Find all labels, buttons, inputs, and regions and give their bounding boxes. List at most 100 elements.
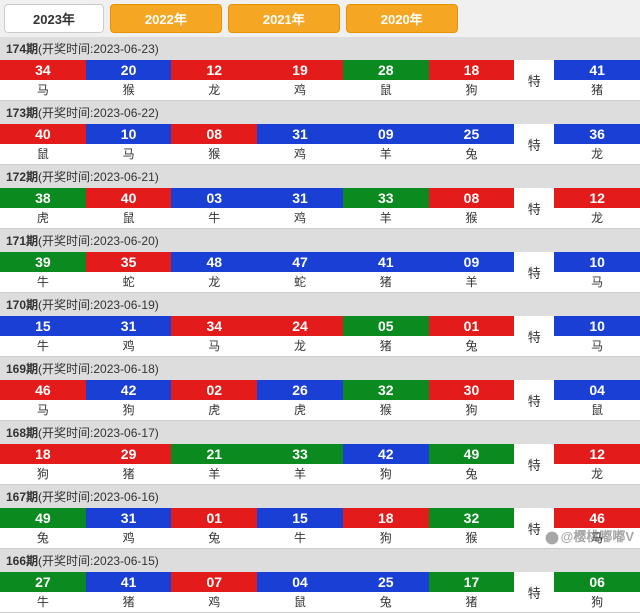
ball-number: 18 — [0, 444, 86, 464]
year-tab-2023年[interactable]: 2023年 — [4, 4, 104, 33]
ball-number: 31 — [86, 316, 172, 336]
special-ball-number: 04 — [554, 380, 640, 400]
ball-number: 07 — [171, 572, 257, 592]
ball-cell: 39牛 — [0, 252, 86, 292]
ball-number: 12 — [171, 60, 257, 80]
special-ball-cell: 46马 — [554, 508, 640, 548]
ball-number: 49 — [429, 444, 515, 464]
year-tab-2020年[interactable]: 2020年 — [346, 4, 458, 33]
ball-cell: 31鸡 — [257, 124, 343, 164]
ball-zodiac: 鼠 — [343, 80, 429, 100]
ball-zodiac: 龙 — [257, 336, 343, 356]
ball-zodiac: 龙 — [171, 80, 257, 100]
issue-number: 167期 — [6, 490, 38, 504]
ball-number: 24 — [257, 316, 343, 336]
ball-number: 28 — [343, 60, 429, 80]
balls-row: 40鼠10马08猴31鸡09羊25兔特36龙 — [0, 124, 640, 164]
ball-zodiac: 牛 — [171, 208, 257, 228]
ball-number: 47 — [257, 252, 343, 272]
draw-date: (开奖时间:2023-06-21) — [38, 170, 159, 184]
ball-zodiac: 猴 — [86, 80, 172, 100]
ball-number: 46 — [0, 380, 86, 400]
ball-cell: 40鼠 — [86, 188, 172, 228]
ball-zodiac: 牛 — [0, 272, 86, 292]
special-ball-number: 41 — [554, 60, 640, 80]
ball-number: 32 — [343, 380, 429, 400]
ball-zodiac: 鼠 — [257, 592, 343, 612]
ball-cell: 15牛 — [0, 316, 86, 356]
te-label: 特 — [514, 124, 554, 164]
ball-number: 31 — [257, 124, 343, 144]
ball-zodiac: 鸡 — [257, 144, 343, 164]
ball-zodiac: 鸡 — [86, 528, 172, 548]
period-row: 173期(开奖时间:2023-06-22)40鼠10马08猴31鸡09羊25兔特… — [0, 101, 640, 165]
ball-number: 26 — [257, 380, 343, 400]
period-row: 168期(开奖时间:2023-06-17)18狗29猪21羊33羊42狗49兔特… — [0, 421, 640, 485]
ball-number: 18 — [429, 60, 515, 80]
ball-cell: 41猪 — [86, 572, 172, 612]
year-tab-2021年[interactable]: 2021年 — [228, 4, 340, 33]
ball-zodiac: 猴 — [429, 528, 515, 548]
ball-cell: 26虎 — [257, 380, 343, 420]
ball-zodiac: 马 — [171, 336, 257, 356]
special-ball-number: 12 — [554, 444, 640, 464]
ball-cell: 31鸡 — [257, 188, 343, 228]
balls-row: 34马20猴12龙19鸡28鼠18狗特41猪 — [0, 60, 640, 100]
special-ball-number: 46 — [554, 508, 640, 528]
ball-zodiac: 狗 — [343, 528, 429, 548]
ball-cell: 27牛 — [0, 572, 86, 612]
period-row: 172期(开奖时间:2023-06-21)38虎40鼠03牛31鸡33羊08猴特… — [0, 165, 640, 229]
balls-row: 46马42狗02虎26虎32猴30狗特04鼠 — [0, 380, 640, 420]
ball-number: 42 — [86, 380, 172, 400]
ball-number: 10 — [86, 124, 172, 144]
ball-zodiac: 鼠 — [0, 144, 86, 164]
draw-date: (开奖时间:2023-06-22) — [38, 106, 159, 120]
ball-cell: 25兔 — [429, 124, 515, 164]
special-ball-zodiac: 龙 — [554, 144, 640, 164]
draw-date: (开奖时间:2023-06-19) — [38, 298, 159, 312]
ball-cell: 07鸡 — [171, 572, 257, 612]
ball-zodiac: 狗 — [0, 464, 86, 484]
ball-zodiac: 羊 — [257, 464, 343, 484]
ball-cell: 42狗 — [343, 444, 429, 484]
ball-zodiac: 鸡 — [171, 592, 257, 612]
te-label: 特 — [514, 444, 554, 484]
balls-row: 15牛31鸡34马24龙05猪01兔特10马 — [0, 316, 640, 356]
ball-number: 38 — [0, 188, 86, 208]
ball-number: 33 — [257, 444, 343, 464]
ball-number: 48 — [171, 252, 257, 272]
ball-number: 34 — [171, 316, 257, 336]
ball-cell: 49兔 — [0, 508, 86, 548]
ball-zodiac: 兔 — [343, 592, 429, 612]
period-header: 171期(开奖时间:2023-06-20) — [0, 229, 640, 252]
period-header: 170期(开奖时间:2023-06-19) — [0, 293, 640, 316]
ball-cell: 24龙 — [257, 316, 343, 356]
ball-zodiac: 猪 — [86, 592, 172, 612]
issue-number: 166期 — [6, 554, 38, 568]
ball-zodiac: 蛇 — [257, 272, 343, 292]
special-ball-zodiac: 龙 — [554, 464, 640, 484]
period-header: 168期(开奖时间:2023-06-17) — [0, 421, 640, 444]
te-label: 特 — [514, 316, 554, 356]
ball-number: 08 — [171, 124, 257, 144]
special-ball-zodiac: 狗 — [554, 592, 640, 612]
ball-cell: 18狗 — [343, 508, 429, 548]
ball-cell: 18狗 — [429, 60, 515, 100]
ball-cell: 31鸡 — [86, 316, 172, 356]
special-ball-number: 12 — [554, 188, 640, 208]
ball-cell: 28鼠 — [343, 60, 429, 100]
ball-number: 27 — [0, 572, 86, 592]
ball-number: 32 — [429, 508, 515, 528]
ball-cell: 08猴 — [429, 188, 515, 228]
period-header: 174期(开奖时间:2023-06-23) — [0, 37, 640, 60]
ball-zodiac: 马 — [86, 144, 172, 164]
ball-cell: 09羊 — [343, 124, 429, 164]
ball-number: 19 — [257, 60, 343, 80]
ball-cell: 42狗 — [86, 380, 172, 420]
ball-cell: 47蛇 — [257, 252, 343, 292]
ball-cell: 46马 — [0, 380, 86, 420]
ball-number: 42 — [343, 444, 429, 464]
year-tab-2022年[interactable]: 2022年 — [110, 4, 222, 33]
ball-number: 15 — [257, 508, 343, 528]
draw-date: (开奖时间:2023-06-16) — [38, 490, 159, 504]
